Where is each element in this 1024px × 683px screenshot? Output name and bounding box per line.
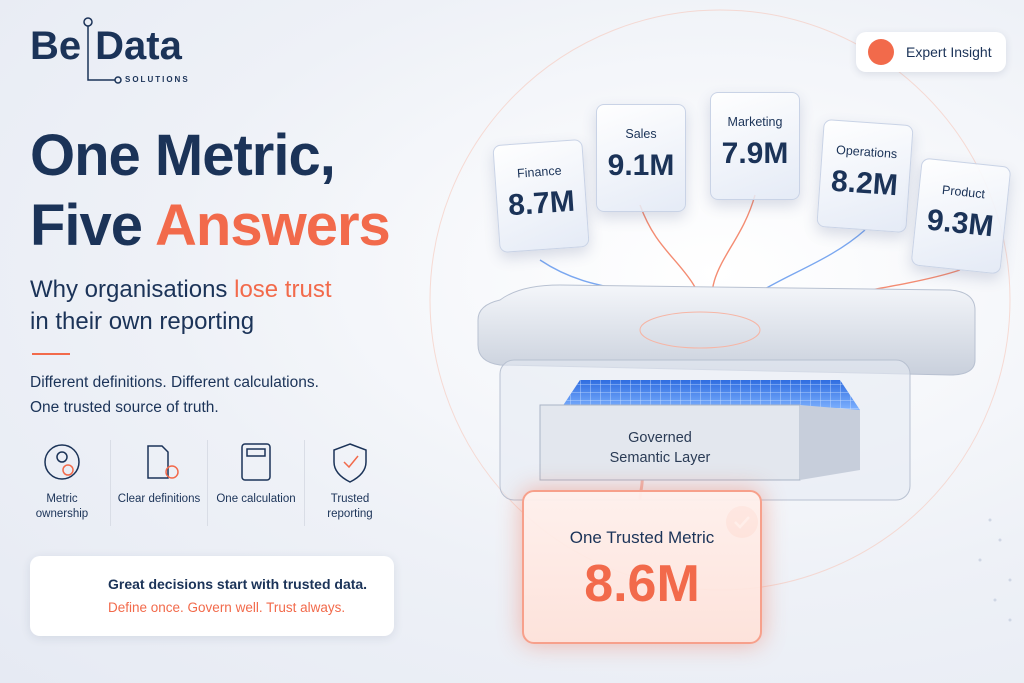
logo-data: Data [95,24,182,68]
separator [207,440,208,526]
callout-line1: Great decisions start with trusted data. [108,576,368,592]
card-label: Marketing [727,115,783,129]
subtitle-1: Why organisations lose trust [30,274,331,306]
feature: Metric ownership [35,493,89,520]
card-value: 8.2M [830,164,899,203]
tagline-1: Different definitions. Different calcula… [30,374,319,391]
metric-card: Product 9.3M [910,157,1012,275]
feature: Clear definitions [117,493,201,505]
layer-line1: Governed [628,430,692,446]
metric-card: Operations 8.2M [816,118,914,234]
card-label: Product [941,182,986,202]
callout-line2: Define once. Govern well. Trust always. [108,600,346,615]
layer-line2: Semantic Layer [609,450,711,466]
feature: Trusted reporting [327,493,373,520]
headline-2a: Five [30,193,143,258]
badge-text: Expert Insight [906,44,992,60]
callout: Great decisions start with trusted data.… [30,556,394,636]
card-value: 9.1M [607,149,675,182]
badge[interactable]: Expert Insight [856,32,1006,72]
platform [477,284,976,501]
headline-1: One Metric, [30,123,336,188]
logo: Be Data [30,24,182,69]
card-label: Operations [835,142,898,162]
subtitle-a: Why organisations [30,276,228,303]
feature-icons [44,443,367,483]
card-value: 9.3M [925,203,996,244]
card-label: Sales [625,127,657,141]
card-label: Finance [516,163,562,181]
feature: One calculation [216,493,296,505]
metric-card: Finance 8.7M [492,138,590,254]
headline-2b: Answers [155,193,391,258]
metric-card: Marketing 7.9M [710,92,800,200]
card-value: 7.9M [721,137,789,170]
result-value: 8.6M [584,555,700,613]
separator [304,440,305,526]
logo-sub: SOLUTIONS [125,75,190,84]
card-value: 8.7M [507,184,576,223]
result-card: One Trusted Metric 8.6M [522,490,762,644]
result-label: One Trusted Metric [569,528,715,547]
subtitle-highlight: lose trust [234,276,332,303]
dot-pattern [978,518,1012,622]
logo-be: Be [30,24,82,68]
metric-card: Sales 9.1M [596,104,686,212]
headline-2: Five Answers [30,192,391,260]
subtitle-2: in their own reporting [30,308,255,335]
separator [110,440,111,526]
logo-mark [83,17,122,84]
layer-label: Governed Semantic Layer [560,428,760,468]
tagline-2: One trusted source of truth. [30,399,219,416]
